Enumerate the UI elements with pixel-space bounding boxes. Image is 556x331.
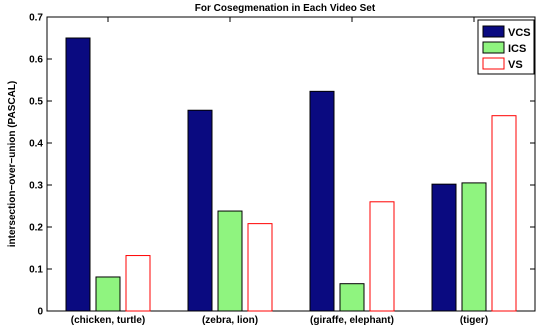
bar-vs-1 — [247, 223, 273, 312]
bar-ics-1 — [217, 210, 243, 312]
bar-vcs-3 — [431, 183, 457, 312]
chart-title: For Cosegmenation in Each Video Set — [195, 3, 376, 14]
bar-vcs-0 — [65, 37, 91, 312]
bar-ics-3 — [461, 182, 487, 312]
bar-vcs-2 — [309, 90, 335, 312]
y-tick-label: 0.1 — [29, 265, 43, 276]
bar-vs-3 — [491, 115, 517, 312]
bar-ics-0 — [95, 276, 121, 312]
x-tick-label: (tiger) — [460, 315, 488, 326]
legend: VCS ICS VS — [477, 19, 535, 75]
legend-swatch-vcs — [482, 25, 505, 38]
bar-vs-2 — [369, 201, 395, 312]
bar-ics-2 — [339, 283, 365, 312]
legend-label-vs: VS — [508, 59, 523, 71]
y-tick-label: 0 — [37, 307, 43, 318]
x-tick-label: (zebra, lion) — [202, 315, 258, 326]
bar-vcs-1 — [187, 109, 213, 312]
legend-label-ics: ICS — [508, 43, 526, 55]
y-tick-label: 0.3 — [29, 181, 43, 192]
bar-vs-0 — [125, 255, 151, 312]
y-tick-label: 0.5 — [29, 97, 43, 108]
y-tick-label: 0.6 — [29, 55, 43, 66]
x-tick-label: (chicken, turtle) — [71, 315, 145, 326]
legend-label-vcs: VCS — [508, 27, 531, 39]
plot-frame — [46, 16, 536, 312]
y-tick-label: 0.7 — [29, 13, 43, 24]
y-tick-label: 0.2 — [29, 223, 43, 234]
y-tick-label: 0.4 — [29, 139, 43, 150]
legend-swatch-ics — [482, 41, 505, 54]
legend-swatch-vs — [482, 57, 505, 70]
plot-area: 0 0.1 0.2 0.3 0.4 0.5 0.6 0.7 (chicken, turtle) (… — [29, 13, 536, 326]
y-axis-label: intersection−over−union (PASCAL) — [7, 81, 18, 248]
x-tick-label: (giraffe, elephant) — [310, 315, 394, 326]
